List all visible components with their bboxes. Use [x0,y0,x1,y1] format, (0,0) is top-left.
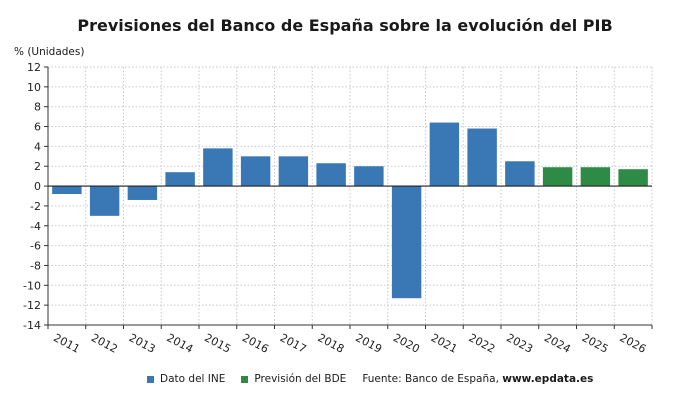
y-tick-label: -8 [30,259,41,272]
x-tick-label: 2019 [353,331,384,356]
bar-bde-2026 [618,169,648,187]
bar-ine-2014 [165,172,195,187]
x-tick-label: 2013 [127,331,158,356]
y-tick-label: 0 [34,180,41,193]
bar-bde-2024 [542,167,573,187]
x-tick-label: 2020 [391,331,422,356]
x-tick-label: 2021 [429,331,460,356]
x-tick-label: 2025 [580,331,611,356]
source-link[interactable]: www.epdata.es [502,373,594,385]
y-tick-label: -4 [30,220,41,233]
y-tick-label: 2 [34,160,41,173]
bar-ine-2019 [354,166,384,187]
bar-ine-2016 [240,156,271,187]
source-note: Fuente: Banco de España, www.epdata.es [362,373,593,385]
x-tick-label: 2011 [51,331,82,356]
y-tick-label: -2 [30,200,41,213]
x-tick-label: 2023 [504,331,535,356]
bar-ine-2020 [391,186,422,299]
x-tick-label: 2018 [315,331,346,356]
x-tick-label: 2014 [164,331,195,356]
bar-ine-2023 [505,161,535,187]
legend: Dato del INE Previsión del BDE Fuente: B… [147,373,593,385]
bar-ine-2021 [429,122,460,187]
x-tick-label: 2022 [466,331,497,356]
chart-title: Previsiones del Banco de España sobre la… [77,16,613,35]
bar-ine-2011 [52,186,82,195]
y-tick-label: 4 [34,140,41,153]
x-tick-label: 2026 [617,331,648,356]
bar-ine-2013 [127,186,158,200]
x-tick-label: 2024 [542,331,573,356]
source-prefix: Fuente: Banco de España, [362,373,503,385]
x-tick-label: 2016 [240,331,271,356]
y-axis-label: % (Unidades) [14,46,85,58]
legend-swatch-ine [147,375,154,383]
y-tick-label: 6 [34,121,41,134]
x-tick-label: 2012 [89,331,120,356]
y-tick-label: 12 [27,61,41,74]
legend-item-bde: Previsión del BDE [241,373,346,385]
bar-ine-2017 [278,156,309,187]
bar-ine-2022 [467,128,497,187]
y-tick-label: -12 [23,299,41,312]
legend-swatch-bde [241,375,249,383]
legend-label-bde: Previsión del BDE [254,373,347,385]
y-tick-label: 10 [27,81,41,94]
legend-item-ine: Dato del INE [147,373,225,385]
y-tick-label: 8 [34,101,41,114]
legend-label-ine: Dato del INE [160,373,226,385]
bar-ine-2015 [203,148,233,187]
bar-ine-2018 [316,163,346,187]
y-tick-label: -14 [23,319,41,332]
x-tick-label: 2017 [278,331,309,356]
bar-bde-2025 [580,167,611,187]
y-tick-label: -6 [30,240,41,253]
bar-ine-2012 [89,186,120,216]
y-tick-label: -10 [23,279,41,292]
x-tick-label: 2015 [202,331,233,356]
